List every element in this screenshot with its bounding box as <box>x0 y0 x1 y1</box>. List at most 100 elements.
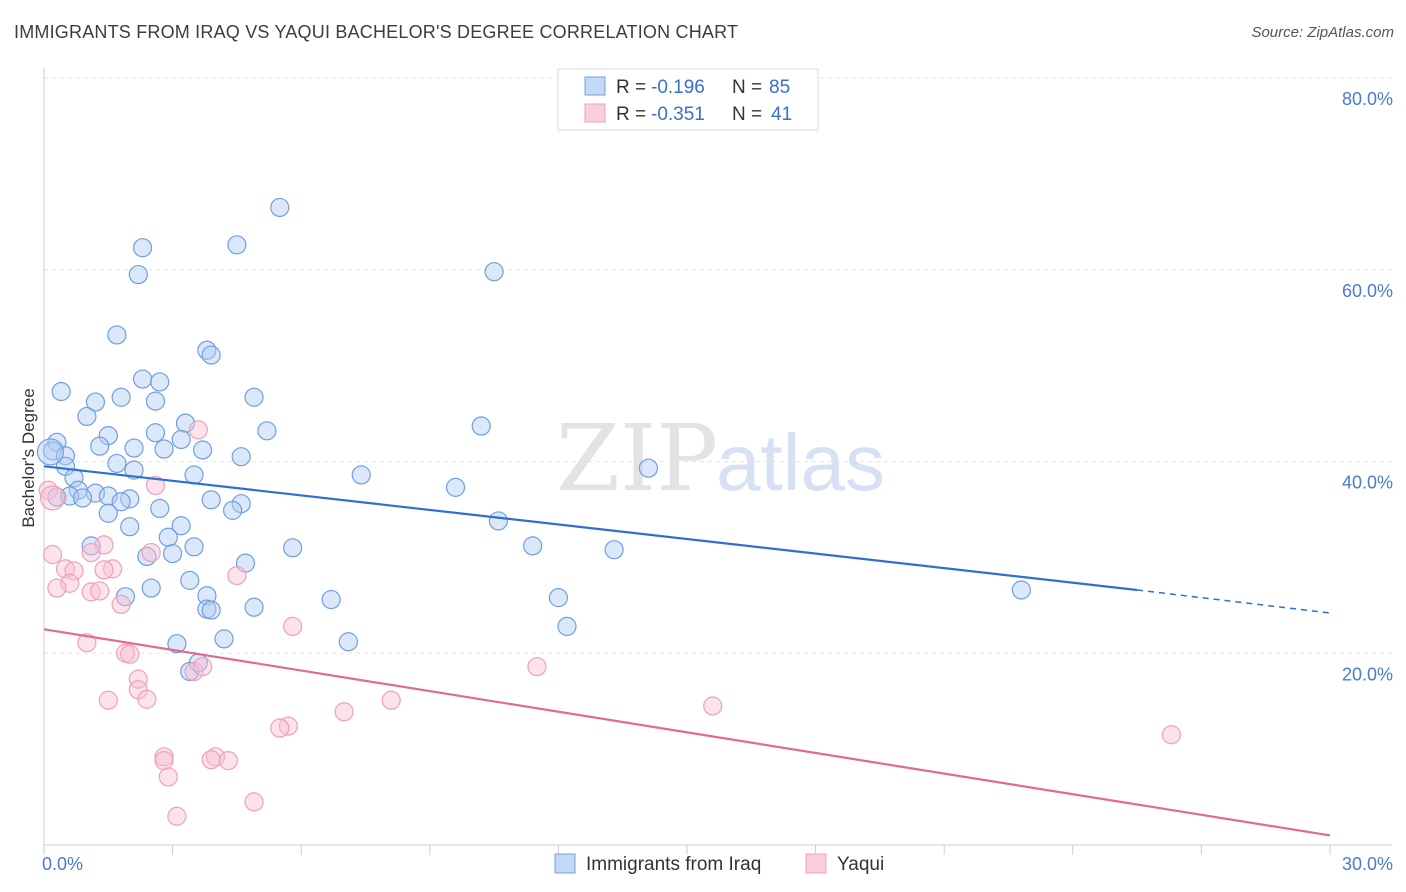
yaqui-point <box>137 689 157 709</box>
iraq-point <box>488 511 508 531</box>
x-tick-label-min: 0.0% <box>42 854 83 874</box>
iraq-point <box>193 440 213 460</box>
iraq-point <box>85 392 106 412</box>
iraq-point <box>111 492 131 512</box>
iraq-point <box>77 406 97 427</box>
iraq-point <box>90 436 110 456</box>
iraq-point <box>604 540 624 560</box>
bottom-legend-label-yaqui: Yaqui <box>837 854 884 875</box>
yaqui-point <box>381 690 401 710</box>
y-tick-label: 60.0% <box>1342 281 1393 301</box>
yaqui-point <box>111 594 131 614</box>
yaqui-point <box>94 560 114 580</box>
legend-n-value-1: 85 <box>769 77 790 98</box>
yaqui-point <box>39 485 66 511</box>
iraq-point <box>180 661 200 682</box>
yaqui-point <box>218 751 238 771</box>
bottom-legend: Immigrants from Iraq Yaqui <box>554 853 884 875</box>
iraq-point <box>171 516 191 536</box>
iraq-point <box>184 465 204 485</box>
yaqui-point <box>47 578 67 598</box>
iraq-point <box>557 616 577 637</box>
y-axis-label: Bachelor's Degree <box>19 388 38 527</box>
iraq-point <box>128 264 148 285</box>
yaqui-point <box>1161 725 1181 745</box>
yaqui-point <box>154 751 174 771</box>
yaqui-point <box>42 544 63 565</box>
iraq-point <box>47 432 67 452</box>
iraq-point <box>257 421 277 441</box>
yaqui-point <box>77 633 97 653</box>
yaqui-point <box>527 657 547 677</box>
yaqui-point <box>334 702 354 722</box>
iraq-point <box>154 439 174 459</box>
iraq-point <box>351 465 371 485</box>
trend-line-iraq-extension <box>1137 589 1331 614</box>
watermark-atlas: atlas <box>716 418 885 507</box>
iraq-point <box>107 453 127 474</box>
x-tick-label-max: 30.0% <box>1342 854 1393 874</box>
legend-n-value-2: 41 <box>771 104 792 125</box>
iraq-point <box>223 500 243 520</box>
axes: 20.0% 40.0% 60.0% 80.0% 0.0% 30.0% <box>42 68 1393 874</box>
yaqui-point <box>128 669 148 689</box>
iraq-point <box>244 597 264 617</box>
source-label: Source: ZipAtlas.com <box>1251 24 1394 41</box>
legend-n-label-2: N = <box>732 104 762 125</box>
yaqui-point <box>158 767 178 787</box>
iraq-point <box>201 600 221 620</box>
iraq-point <box>201 345 221 365</box>
watermark-zip: ZIP <box>556 405 718 512</box>
legend: R = -0.196 N = 85 R = -0.351 N = 41 <box>557 68 819 131</box>
iraq-point <box>145 423 166 443</box>
bottom-legend-swatch-iraq <box>554 853 576 874</box>
yaqui-point <box>81 542 101 563</box>
iraq-point <box>197 586 217 606</box>
yaqui-point <box>703 696 723 716</box>
iraq-point <box>283 538 303 558</box>
iraq-point <box>163 543 183 564</box>
yaqui-point <box>193 657 213 677</box>
y-tick-label: 40.0% <box>1342 473 1393 493</box>
trend-line-yaqui <box>43 628 1331 837</box>
legend-r-value-2: -0.351 <box>651 104 705 125</box>
yaqui-point <box>227 565 247 586</box>
iraq-point <box>107 325 127 345</box>
iraq-point <box>1011 580 1031 600</box>
iraq-point <box>132 369 153 389</box>
legend-swatch-pink <box>584 103 606 123</box>
yaqui-point <box>201 750 221 770</box>
iraq-point <box>120 517 140 537</box>
iraq-point <box>167 634 187 654</box>
yaqui-point <box>64 561 84 581</box>
iraq-point <box>244 387 264 407</box>
iraq-point <box>36 438 65 466</box>
iraq-point <box>124 460 144 480</box>
y-tick-label: 80.0% <box>1342 89 1393 109</box>
iraq-point <box>141 578 161 598</box>
yaqui-point <box>90 581 110 601</box>
iraq-point <box>51 381 71 402</box>
data-points <box>36 197 1181 826</box>
y-tick-label: 20.0% <box>1342 664 1393 684</box>
iraq-point <box>231 447 251 467</box>
watermark: ZIP atlas <box>556 405 885 512</box>
iraq-point <box>227 235 247 255</box>
legend-n-label-1: N = <box>732 77 762 98</box>
iraq-point <box>98 503 118 523</box>
iraq-point <box>321 589 341 610</box>
chart-title: IMMIGRANTS FROM IRAQ VS YAQUI BACHELOR'S… <box>14 22 739 42</box>
iraq-point <box>270 197 290 218</box>
yaqui-point <box>188 420 208 440</box>
iraq-point <box>145 391 166 411</box>
legend-r-label-1: R = <box>616 77 646 98</box>
iraq-point <box>338 632 358 652</box>
legend-swatch-blue <box>584 76 606 96</box>
yaqui-point <box>167 806 187 826</box>
iraq-point <box>111 387 131 407</box>
iraq-point <box>150 498 170 519</box>
iraq-point <box>523 536 543 556</box>
legend-r-value-1: -0.196 <box>651 77 705 98</box>
bottom-legend-label-iraq: Immigrants from Iraq <box>586 854 761 875</box>
